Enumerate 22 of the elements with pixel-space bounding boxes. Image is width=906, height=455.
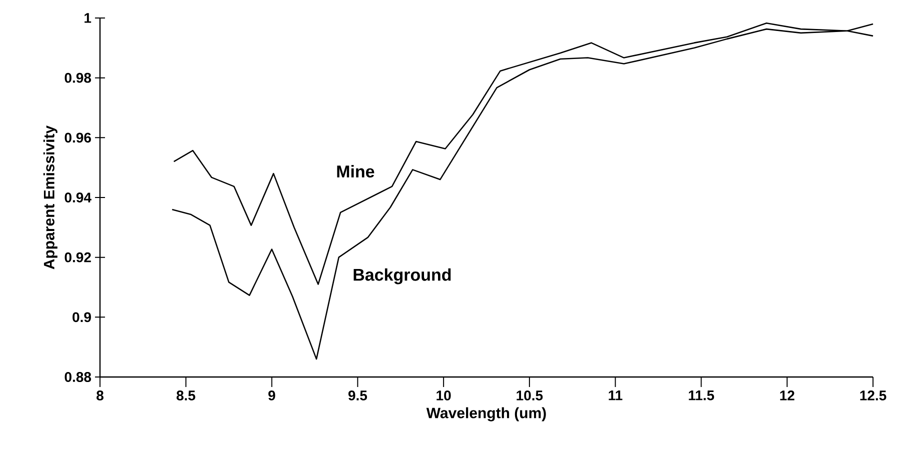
series-label: Mine: [337, 165, 374, 178]
line-series: [172, 23, 874, 360]
x-axis-title: Wavelength (um): [426, 407, 546, 422]
y-tick-label: 1: [84, 13, 92, 23]
series-label: Background: [354, 268, 451, 284]
x-tick-label: 12.5: [860, 390, 886, 400]
x-tick-label: 9: [268, 390, 276, 400]
x-tick-label: 10: [436, 390, 451, 400]
x-tick-label: 12: [780, 390, 794, 400]
x-tick-label: 10.5: [516, 390, 543, 400]
y-tick-label: 0.98: [64, 72, 92, 83]
y-tick-label: 0.92: [64, 252, 91, 262]
y-tick-label: 0.9: [72, 312, 91, 322]
y-tick-label: 0.94: [64, 192, 92, 202]
y-tick-label: 0.88: [64, 372, 92, 382]
y-tick-label: 0.96: [64, 132, 91, 143]
x-tick-label: 8.5: [176, 390, 196, 400]
x-tick-label: 8: [96, 390, 104, 400]
x-tick-label: 9.5: [348, 390, 368, 400]
x-tick-label: 11: [608, 390, 622, 400]
x-tick-label: 11.5: [688, 390, 714, 400]
y-axis-title: Apparent Emissivity: [43, 125, 58, 270]
